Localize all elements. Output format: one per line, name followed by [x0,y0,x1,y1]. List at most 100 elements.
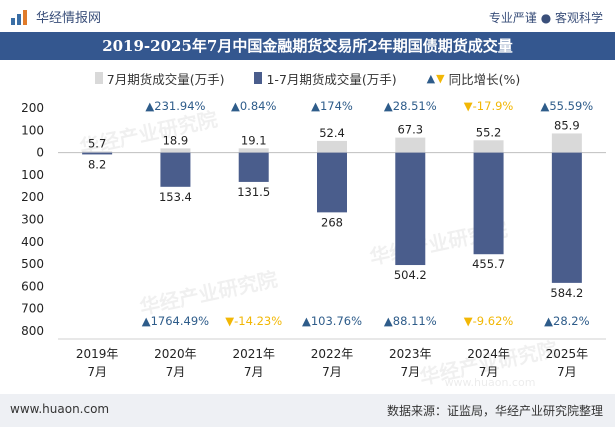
brand-name: 华经情报网 [36,11,102,26]
triangle-down-icon: ▼ [225,314,234,328]
growth-monthly-value: 28.51% [393,99,437,113]
x-tick-label-month: 7月 [400,365,420,379]
growth-cumulative-value: 28.2% [553,314,590,328]
bar-cumulative [82,152,113,155]
legend-swatch-cumulative [254,72,263,84]
triangle-up-icon: ▲ [544,314,553,328]
data-label-cumulative: 584.2 [550,286,583,300]
bar-cumulative [238,152,269,182]
y-tick-label: 200 [21,190,44,204]
data-label-monthly: 19.1 [241,133,267,147]
x-tick-label-year: 2023年 [389,347,432,361]
legend-label-cumulative: 1-7月期货成交量(万手) [266,71,397,87]
triangle-down-icon: ▼ [464,314,473,328]
growth-cumulative: ▼-9.62% [464,314,514,328]
bar-cumulative [551,152,582,283]
x-tick-label-year: 2019年 [76,347,119,361]
data-label-monthly: 85.9 [554,118,580,132]
triangle-down-icon: ▼ [464,99,473,113]
bar-monthly [82,151,113,153]
triangle-up-icon: ▲ [302,314,311,328]
title-bar: 2019-2025年7月中国金融期货交易所2年期国债期货成交量 [0,32,615,60]
bar-monthly [317,140,347,153]
y-tick-label: 600 [21,279,44,293]
legend: 7月期货成交量(万手) 1-7月期货成交量(万手) ▲ ▼ 同比增长(%) [0,68,615,88]
growth-cumulative-value: 1764.49% [151,314,210,328]
y-tick-label: 400 [21,235,44,249]
growth-cumulative-value: 103.76% [311,314,362,328]
growth-monthly-value: 174% [320,99,353,113]
growth-monthly: ▲231.94% [145,99,205,113]
legend-item-growth: ▲ ▼ 同比增长(%) [427,68,521,88]
y-tick-label: 200 [21,101,44,115]
x-tick-label-month: 7月 [244,365,264,379]
legend-triangle-icons: ▲ ▼ [426,71,445,85]
data-label-cumulative: 153.4 [159,190,192,204]
bar-monthly [551,133,582,153]
slogan: 专业严谨 ● 客观科学 [488,11,603,25]
triangle-up-icon: ▲ [540,99,549,113]
bar-monthly [473,140,504,153]
growth-cumulative: ▲103.76% [302,314,362,328]
x-tick-label-year: 2024年 [467,347,510,361]
y-tick-label: 300 [21,213,44,227]
growth-cumulative: ▲88.11% [384,314,437,328]
x-tick-label-month: 7月 [479,365,499,379]
data-label-cumulative: 455.7 [472,257,505,271]
y-tick-label: 500 [21,257,44,271]
triangle-up-icon: ▲ [231,99,240,113]
footer-website: www.huaon.com [10,402,110,416]
x-tick-label-year: 2021年 [232,347,275,361]
growth-monthly: ▲55.59% [540,99,593,113]
x-tick-label-year: 2020年 [154,347,197,361]
bar-cumulative [160,152,191,187]
footer: www.huaon.com 数据来源：证监局，华经产业研究院整理 [0,394,615,427]
bar-monthly [160,148,191,153]
y-tick-label: 100 [21,168,44,182]
watermark-url: www.huaon.com [445,376,536,389]
growth-monthly-value: -17.9% [473,99,514,113]
bar-monthly [238,148,269,153]
growth-monthly: ▲28.51% [384,99,437,113]
legend-item-monthly: 7月期货成交量(万手) [94,68,225,88]
y-tick-label: 700 [21,302,44,316]
data-label-cumulative: 268 [321,215,343,229]
growth-cumulative: ▼-14.23% [225,314,282,328]
y-tick-label: 800 [21,324,44,338]
growth-cumulative: ▲28.2% [544,314,589,328]
y-tick-label: 0 [36,146,44,160]
growth-cumulative: ▲1764.49% [142,314,209,328]
triangle-up-icon: ▲ [145,99,154,113]
chart-title: 2019-2025年7月中国金融期货交易所2年期国债期货成交量 [102,37,513,55]
data-label-cumulative: 504.2 [394,268,427,282]
x-tick-label-month: 7月 [322,365,342,379]
bar-cumulative [473,152,504,255]
growth-monthly-value: 55.59% [549,99,593,113]
brand: 华经情报网 [10,7,101,26]
x-tick-label-month: 7月 [557,365,577,379]
triangle-up-icon: ▲ [384,99,393,113]
top-bar: 华经情报网 专业严谨 ● 客观科学 [0,0,615,32]
triangle-up-icon: ▲ [384,314,393,328]
growth-monthly-value: 231.94% [154,99,205,113]
triangle-up-icon: ▲ [311,99,320,113]
bar-cumulative [395,152,426,266]
data-label-monthly: 5.7 [88,136,106,150]
growth-cumulative-value: 88.11% [393,314,437,328]
bar-cumulative [317,152,347,213]
data-label-cumulative: 8.2 [88,157,106,171]
growth-cumulative-value: -14.23% [234,314,282,328]
growth-monthly-value: 0.84% [240,99,277,113]
legend-label-monthly: 7月期货成交量(万手) [106,71,225,87]
x-tick-label-year: 2022年 [311,347,354,361]
y-tick-label: 100 [21,123,44,137]
triangle-up-icon: ▲ [142,314,151,328]
data-label-monthly: 55.2 [476,125,502,139]
legend-label-growth: 同比增长(%) [448,71,521,87]
legend-swatch-monthly [94,72,103,84]
data-label-cumulative: 131.5 [237,185,270,199]
data-label-monthly: 18.9 [163,133,189,147]
x-tick-label-month: 7月 [166,365,186,379]
watermark-text: 华经产业研究院 [138,267,280,320]
footer-source: 数据来源：证监局，华经产业研究院整理 [386,404,603,418]
